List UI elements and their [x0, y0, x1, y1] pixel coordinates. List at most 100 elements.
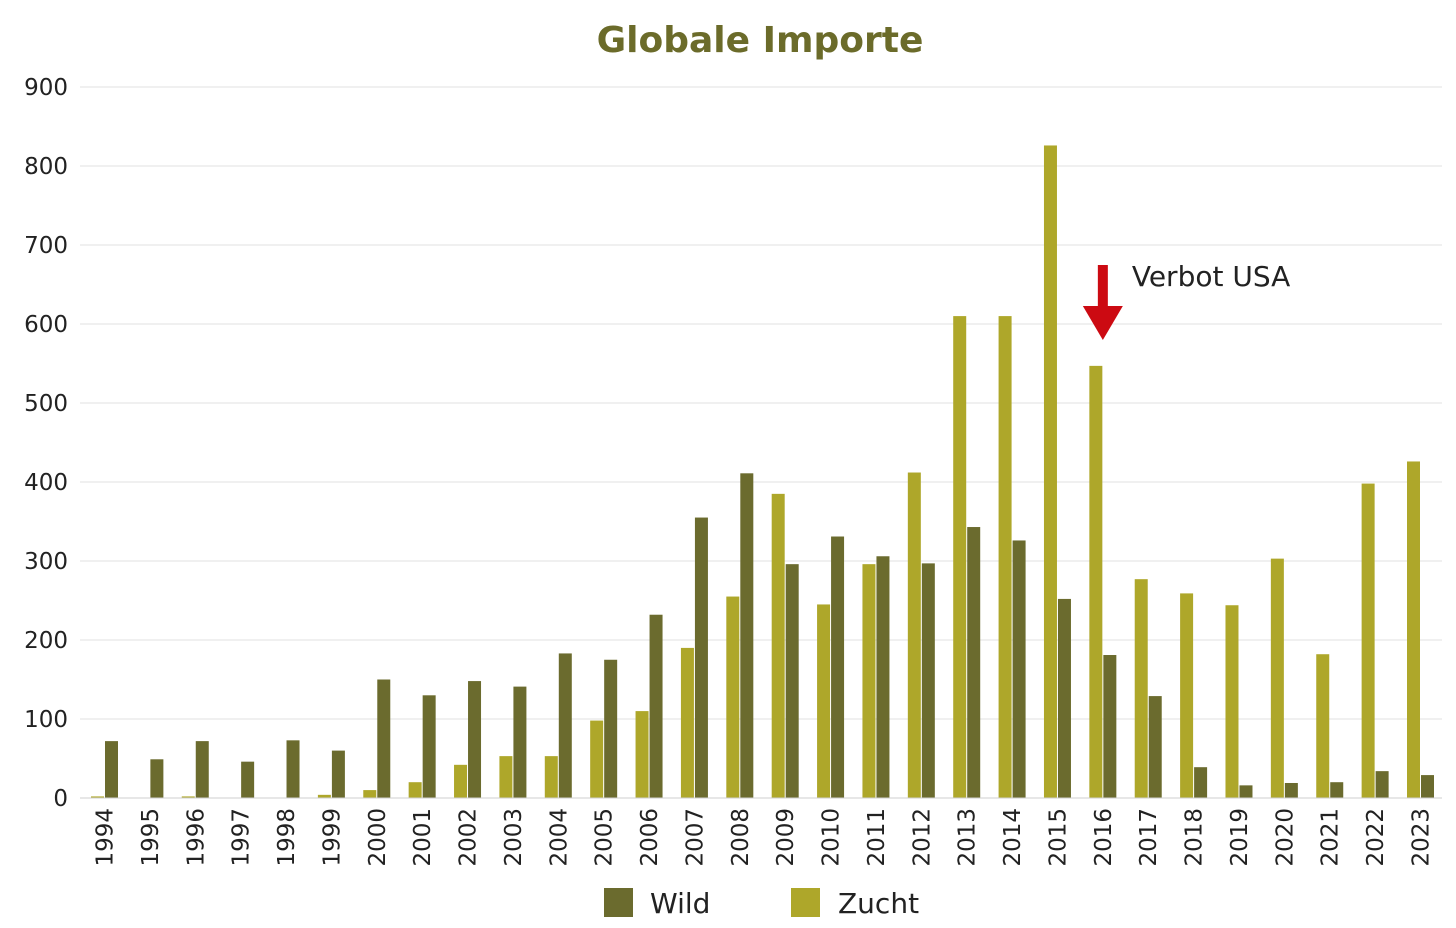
- bar-zucht-2010: [817, 604, 831, 798]
- x-tick-label: 2017: [1136, 808, 1162, 867]
- gridlines: [80, 86, 1442, 799]
- bar-wild-2005: [604, 659, 618, 798]
- legend: Wild Zucht: [604, 887, 919, 920]
- bar-zucht-2005: [590, 720, 604, 798]
- bar-zucht-2003: [499, 756, 513, 798]
- bar-wild-2011: [876, 556, 890, 798]
- bar-zucht-2020: [1270, 558, 1284, 798]
- x-tick-label: 2001: [410, 808, 436, 867]
- bar-zucht-2016: [1089, 365, 1103, 798]
- bar-wild-2019: [1239, 785, 1253, 798]
- legend-swatch-zucht: [791, 888, 820, 917]
- bar-wild-1995: [150, 759, 164, 798]
- bar-wild-2015: [1057, 598, 1071, 798]
- bar-wild-2007: [694, 517, 708, 798]
- bar-zucht-1999: [317, 794, 331, 798]
- bar-zucht-2009: [771, 493, 785, 798]
- y-tick-label: 700: [24, 233, 68, 259]
- bar-wild-2010: [831, 536, 845, 798]
- bar-wild-2012: [921, 563, 935, 798]
- bar-zucht-2019: [1225, 605, 1239, 798]
- bar-zucht-2012: [907, 472, 921, 798]
- x-tick-label: 2005: [592, 808, 618, 867]
- x-tick-label: 1994: [93, 808, 119, 867]
- bar-wild-2018: [1194, 767, 1208, 798]
- x-tick-label: 2018: [1182, 808, 1208, 867]
- bar-wild-2002: [468, 681, 482, 798]
- y-tick-label: 400: [24, 470, 68, 496]
- annotation-label: Verbot USA: [1132, 260, 1290, 293]
- bar-wild-2003: [513, 686, 527, 798]
- x-tick-label: 2020: [1272, 808, 1298, 867]
- y-tick-label: 900: [24, 75, 68, 101]
- bar-wild-2004: [558, 653, 572, 798]
- bar-wild-2008: [740, 473, 754, 798]
- bar-zucht-2004: [544, 756, 558, 798]
- bar-wild-2006: [649, 614, 663, 798]
- bar-zucht-2000: [363, 790, 377, 798]
- x-tick-label: 1996: [183, 808, 209, 867]
- bar-zucht-2001: [408, 782, 422, 798]
- x-tick-label: 2010: [819, 808, 845, 867]
- bar-zucht-2023: [1407, 461, 1420, 798]
- bars: [80, 145, 1442, 799]
- y-tick-label: 500: [24, 391, 68, 417]
- y-tick-label: 800: [24, 154, 68, 180]
- bar-wild-2023: [1421, 775, 1434, 798]
- bar-wild-2013: [967, 527, 981, 798]
- x-tick-label: 2002: [456, 808, 482, 867]
- annotation-arrow-head: [1082, 306, 1123, 340]
- bar-wild-2020: [1284, 782, 1298, 798]
- legend-label-zucht: Zucht: [838, 887, 919, 920]
- x-tick-label: 2008: [728, 808, 754, 867]
- x-axis-ticks: 1994 1995 1996 1997 1998 1999 2000 2001 2002 2003…: [93, 808, 1435, 867]
- x-tick-label: 2019: [1227, 808, 1253, 867]
- bar-zucht-2013: [953, 316, 967, 798]
- bar-zucht-2022: [1361, 483, 1375, 798]
- bar-zucht-2007: [680, 647, 694, 798]
- x-tick-label: 2012: [909, 808, 935, 867]
- bar-zucht-2021: [1316, 654, 1330, 798]
- x-tick-label: 2022: [1363, 808, 1389, 867]
- y-tick-label: 200: [24, 628, 68, 654]
- x-tick-label: 2013: [955, 808, 981, 867]
- bar-wild-2022: [1375, 771, 1389, 798]
- bar-wild-2014: [1012, 540, 1026, 798]
- bar-zucht-2014: [998, 316, 1012, 798]
- legend-swatch-wild: [604, 888, 633, 917]
- x-tick-label: 2007: [682, 808, 708, 867]
- x-tick-label: 1999: [319, 808, 345, 867]
- bar-wild-2016: [1103, 655, 1117, 798]
- chart-title: Globale Importe: [597, 20, 924, 61]
- bar-zucht-2011: [862, 564, 876, 798]
- x-tick-label: 2014: [1000, 808, 1026, 867]
- bar-wild-1997: [241, 761, 255, 798]
- annotations: Verbot USA: [1082, 260, 1290, 340]
- x-tick-label: 2011: [864, 808, 890, 867]
- x-tick-label: 2004: [546, 808, 572, 867]
- y-tick-label: 0: [53, 786, 68, 812]
- bar-zucht-2015: [1043, 145, 1057, 798]
- bar-zucht-2018: [1180, 593, 1194, 798]
- bar-wild-2017: [1148, 696, 1162, 798]
- bar-wild-2001: [422, 695, 436, 798]
- x-tick-label: 2006: [637, 808, 663, 867]
- bar-zucht-2008: [726, 596, 740, 798]
- bar-zucht-1994: [91, 796, 104, 798]
- bar-wild-2021: [1330, 782, 1344, 798]
- legend-label-wild: Wild: [650, 887, 710, 920]
- x-tick-label: 2003: [501, 808, 527, 867]
- bar-wild-1996: [195, 741, 209, 798]
- x-tick-label: 1998: [274, 808, 300, 867]
- x-tick-label: 2016: [1091, 808, 1117, 867]
- bar-wild-2000: [377, 679, 391, 798]
- bar-zucht-1996: [181, 796, 195, 798]
- y-tick-label: 600: [24, 312, 68, 338]
- bar-zucht-2002: [454, 764, 468, 798]
- x-tick-label: 2009: [773, 808, 799, 867]
- y-axis-ticks: 0 100 200 300 400 500 600 700 800 900: [24, 75, 68, 812]
- annotation-arrow-shaft: [1097, 265, 1108, 307]
- bar-wild-1999: [331, 750, 345, 798]
- bar-wild-1998: [286, 740, 300, 798]
